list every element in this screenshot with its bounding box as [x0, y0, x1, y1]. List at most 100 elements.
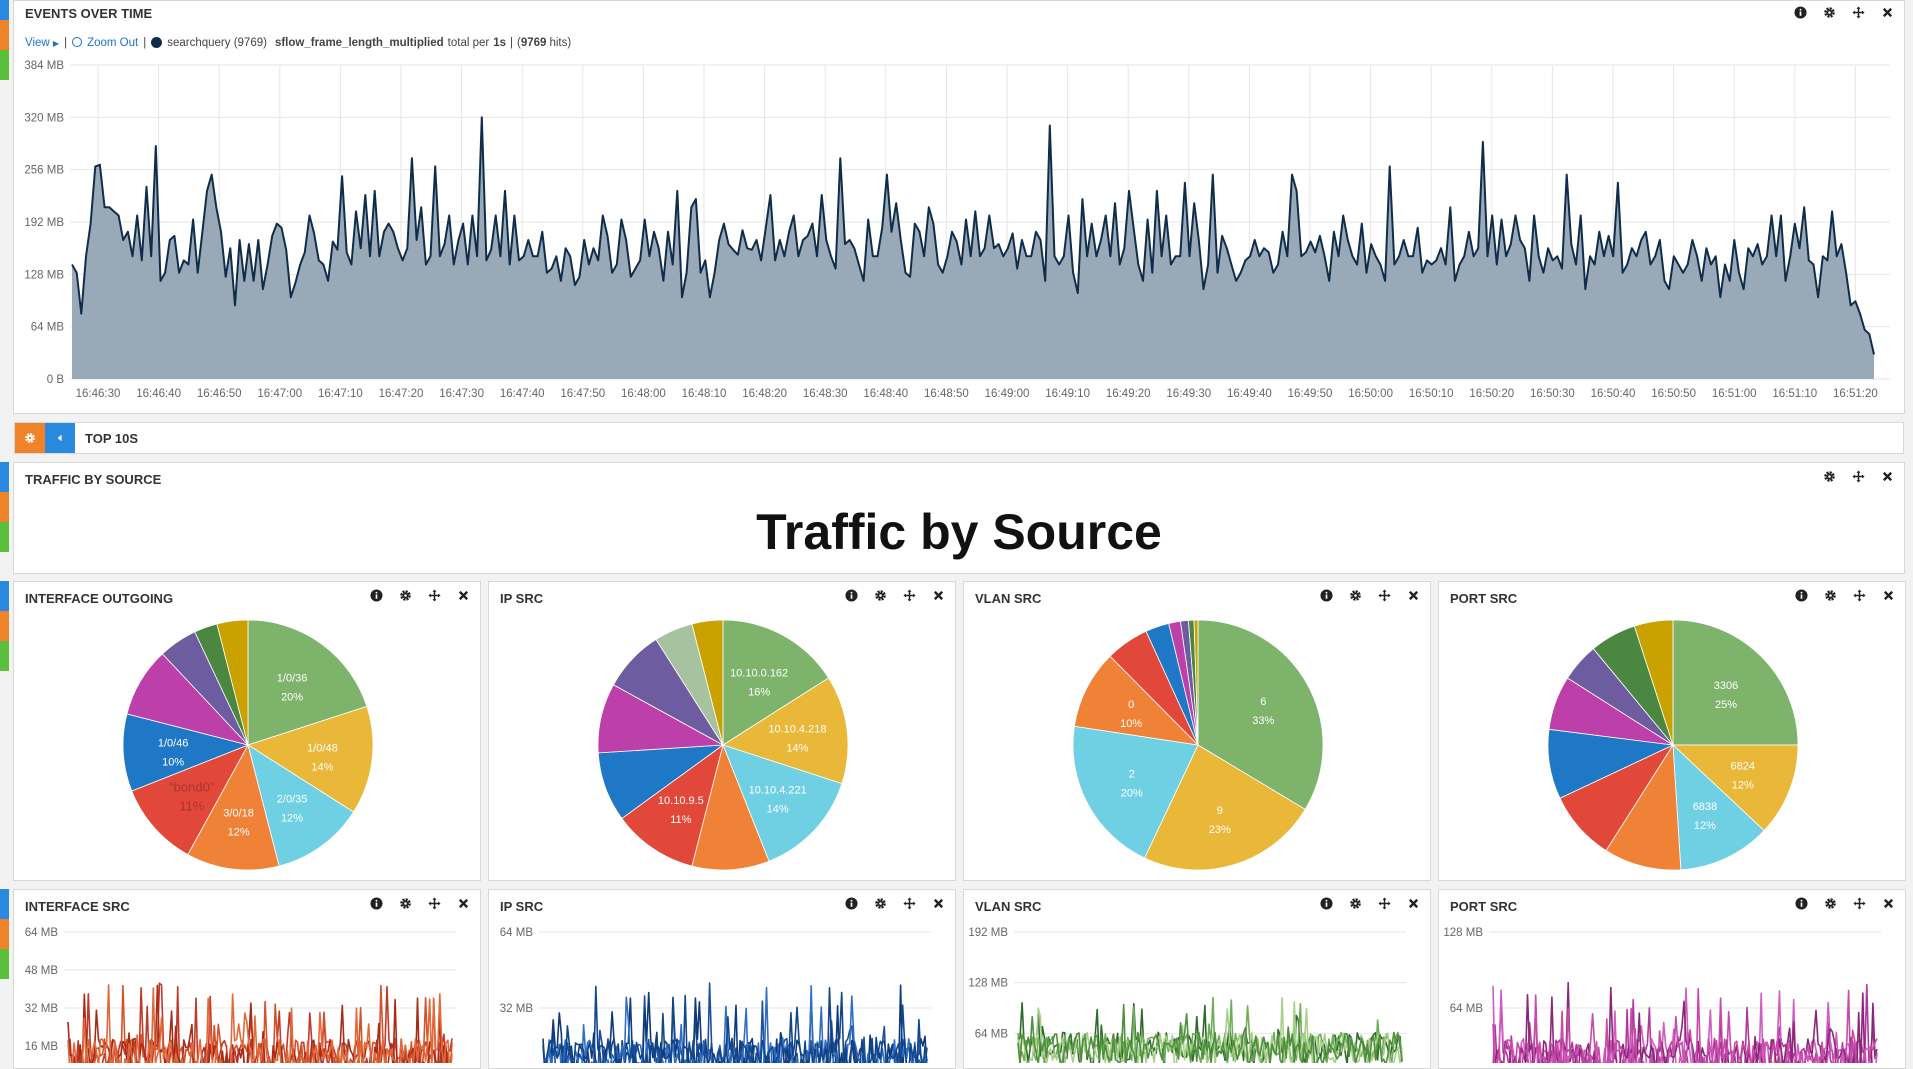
info-icon[interactable]: [368, 895, 385, 912]
move-icon[interactable]: [1851, 895, 1868, 912]
info-icon[interactable]: [1792, 4, 1809, 21]
y-tick-label: 16 MB: [25, 1041, 59, 1053]
slice-percent: 14%: [311, 761, 333, 773]
move-icon[interactable]: [1850, 4, 1867, 21]
x-tick-label: 16:46:40: [136, 388, 181, 400]
pie-slice: [722, 619, 830, 746]
pie-slice: [1193, 619, 1199, 746]
gear-icon[interactable]: [1347, 895, 1364, 912]
mini-line-chart[interactable]: 64 MB 48 MB 32 MB 16 MB: [14, 918, 481, 1063]
pie-slice: [1605, 743, 1682, 871]
view-link[interactable]: View ▶: [25, 37, 59, 49]
panel-title: IP SRC: [500, 899, 544, 914]
close-icon[interactable]: [1880, 587, 1897, 604]
row-strip-blue-3: [0, 581, 9, 611]
pie-slice: [1144, 744, 1306, 871]
pie-slice: [247, 705, 374, 813]
slice-label: 10.10.4.221: [749, 784, 807, 796]
slice-label: 2: [1129, 768, 1135, 780]
pie-slice: [621, 744, 724, 867]
pie-chart[interactable]: 10.10.0.162 16% 10.10.4.218 14% 10.10.4.221 1…: [489, 610, 956, 880]
row-settings-button[interactable]: [15, 423, 45, 453]
move-icon[interactable]: [901, 587, 918, 604]
slice-label: 6824: [1730, 761, 1754, 773]
axis: 64 MB 48 MB 32 MB 16 MB: [25, 927, 59, 1053]
pie-slice: [1073, 655, 1200, 746]
info-icon[interactable]: [1793, 895, 1810, 912]
close-icon[interactable]: [455, 587, 472, 604]
series-line: [542, 985, 928, 1063]
move-icon[interactable]: [1850, 468, 1867, 485]
move-icon[interactable]: [1851, 587, 1868, 604]
slice-label: 10.10.4.218: [768, 724, 826, 736]
slice-percent: 14%: [767, 803, 789, 815]
slice-percent: 11%: [670, 814, 691, 826]
gear-icon[interactable]: [397, 587, 414, 604]
x-tick-label: 16:47:50: [560, 388, 605, 400]
close-icon[interactable]: [1880, 895, 1897, 912]
info-icon[interactable]: [843, 895, 860, 912]
move-icon[interactable]: [1376, 895, 1393, 912]
pie-slice: [1197, 619, 1324, 810]
pie-chart[interactable]: 3306 25% 6824 12% 6838 12%: [1439, 610, 1906, 880]
x-tick-label: 16:51:00: [1712, 388, 1757, 400]
zoom-out-link[interactable]: Zoom Out: [72, 36, 138, 49]
close-icon[interactable]: [455, 895, 472, 912]
gear-icon[interactable]: [1347, 587, 1364, 604]
move-icon[interactable]: [901, 895, 918, 912]
close-icon[interactable]: [930, 587, 947, 604]
gear-icon[interactable]: [1821, 4, 1838, 21]
move-icon[interactable]: [1376, 587, 1393, 604]
series-line: [67, 984, 449, 1063]
events-area-chart[interactable]: 384 MB 320 MB 256 MB 192 MB 128 MB 64 MB 0 B 16…: [14, 53, 1905, 413]
info-icon[interactable]: [843, 587, 860, 604]
move-icon[interactable]: [426, 587, 443, 604]
close-icon[interactable]: [1879, 4, 1896, 21]
series-line: [1017, 1003, 1403, 1063]
info-icon[interactable]: [368, 587, 385, 604]
gear-icon[interactable]: [872, 895, 889, 912]
pie-slice: [1672, 619, 1799, 746]
field-name: sflow_frame_length_multiplied: [274, 36, 444, 49]
x-tick-label: 16:48:50: [924, 388, 969, 400]
row-collapse-button[interactable]: [45, 423, 75, 453]
gear-icon[interactable]: [872, 587, 889, 604]
slice-percent: 14%: [786, 743, 808, 755]
gear-icon[interactable]: [1822, 587, 1839, 604]
move-icon[interactable]: [426, 895, 443, 912]
x-tick-label: 16:47:40: [500, 388, 545, 400]
grid: [539, 931, 931, 1009]
pie-chart[interactable]: 6 33% 9 23% 2 20% 0 10%: [964, 610, 1431, 880]
panel-controls: [1793, 587, 1897, 604]
gear-icon[interactable]: [1821, 468, 1838, 485]
panel-controls: [1821, 468, 1896, 485]
close-icon[interactable]: [930, 895, 947, 912]
close-icon[interactable]: [1879, 468, 1896, 485]
pie-chart[interactable]: 1/0/36 20% 1/0/48 14% 2/0/35 12% 3/0/18 12% "bon…: [14, 610, 481, 880]
pie-slice: [131, 744, 249, 856]
y-tick-label: 64 MB: [500, 927, 534, 939]
gear-icon[interactable]: [397, 895, 414, 912]
pie-slice: [216, 619, 249, 746]
pie-slice: [1633, 619, 1674, 746]
mini-chart-panel: INTERFACE SRC 64 MB 48 MB 32 MB 16 MB: [13, 889, 481, 1069]
x-tick-label: 16:49:30: [1166, 388, 1211, 400]
x-tick-label: 16:50:40: [1591, 388, 1636, 400]
close-icon[interactable]: [1405, 895, 1422, 912]
close-icon[interactable]: [1405, 587, 1422, 604]
info-icon[interactable]: [1318, 895, 1335, 912]
pie-slice: [691, 743, 770, 871]
slice-percent: 12%: [228, 826, 250, 838]
info-icon[interactable]: [1793, 587, 1810, 604]
x-tick-label: 16:49:10: [1045, 388, 1090, 400]
info-icon[interactable]: [1318, 587, 1335, 604]
gear-icon[interactable]: [1822, 895, 1839, 912]
panel-controls: [843, 895, 947, 912]
y-tick-label: 64 MB: [31, 322, 65, 334]
y-tick-label: 32 MB: [25, 1003, 59, 1015]
y-tick-label: 256 MB: [24, 165, 64, 177]
